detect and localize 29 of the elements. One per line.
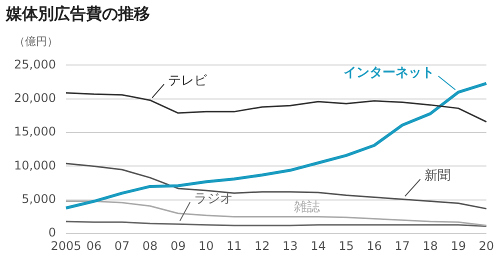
y-tick-label: 10,000 [14, 158, 56, 172]
series-label: インターネット [343, 66, 434, 81]
x-tick-label: 07 [114, 238, 130, 253]
x-tick-label: 11 [226, 238, 242, 253]
x-tick-label: 2005 [50, 238, 82, 253]
x-tick-label: 16 [366, 238, 382, 253]
x-tick-label: 12 [254, 238, 270, 253]
x-tick-label: 19 [450, 238, 466, 253]
x-tick-label: 10 [198, 238, 214, 253]
chart-title: 媒体別広告費の推移 [6, 4, 150, 25]
x-tick-label: 06 [86, 238, 102, 253]
y-tick-label: 25,000 [14, 57, 56, 72]
x-tick-label: 09 [170, 238, 186, 253]
series-label: 雑誌 [294, 200, 320, 216]
x-tick-label: 15 [338, 238, 354, 253]
y-axis-title: （億円） [14, 34, 58, 49]
y-tick-label: 15,000 [14, 124, 56, 139]
x-tick-label: 18 [422, 238, 438, 253]
y-tick-label: 5,000 [22, 192, 56, 206]
x-tick-label: 17 [394, 238, 410, 253]
series-label: ラジオ [194, 192, 234, 207]
x-tick-label: 20 [478, 238, 494, 253]
x-tick-label: 13 [282, 238, 298, 253]
series-label: テレビ [168, 74, 208, 89]
x-tick-label: 08 [142, 238, 158, 253]
y-tick-label: 0 [48, 226, 56, 240]
y-tick-label: 20,000 [14, 91, 56, 106]
series-label: 新聞 [424, 168, 450, 184]
x-tick-label: 14 [310, 238, 326, 253]
